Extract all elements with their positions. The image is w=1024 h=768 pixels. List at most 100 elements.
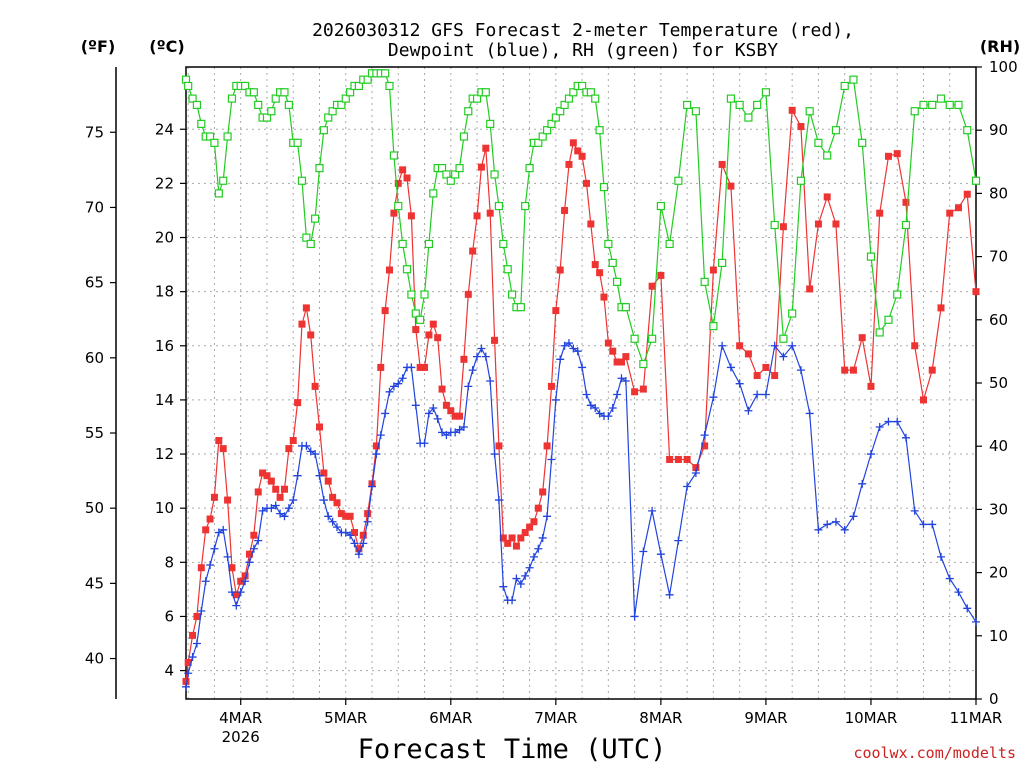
temperature-point — [259, 469, 267, 477]
rh-point — [744, 113, 753, 122]
dewpoint-point — [608, 404, 617, 413]
fahrenheit-tick-label: 75 — [85, 123, 104, 141]
rh-point — [656, 201, 665, 211]
dewpoint-point — [324, 512, 333, 521]
rh-point — [472, 94, 482, 103]
temperature-point — [526, 523, 534, 531]
rh-point — [306, 239, 315, 249]
dewpoint-point — [311, 450, 320, 459]
dewpoint-point — [289, 496, 298, 505]
fahrenheit-tick-label: 45 — [85, 574, 104, 592]
temperature-point — [206, 515, 214, 523]
dewpoint-point — [849, 512, 858, 521]
rh-point — [267, 107, 276, 116]
celsius-tick-label: 20 — [155, 229, 174, 247]
rh-point — [214, 189, 223, 198]
dewpoint-point — [481, 352, 490, 361]
rh-point — [788, 309, 797, 318]
dewpoint-point — [420, 439, 429, 448]
dewpoint-point — [223, 552, 232, 561]
temperature-point — [499, 534, 507, 542]
dewpoint-point — [372, 450, 381, 459]
celsius-tick-label: 16 — [155, 337, 174, 355]
rh-point — [210, 138, 219, 147]
time-tick-label: 4MAR — [219, 709, 262, 727]
dewpoint-point — [424, 409, 433, 418]
rh-point — [481, 88, 490, 97]
rh-point — [538, 132, 547, 141]
dewpoint-point — [284, 504, 293, 513]
temperature-point — [504, 539, 512, 547]
temperature-point — [552, 307, 560, 315]
temperature-point — [425, 331, 433, 339]
temperature-point — [241, 572, 249, 580]
temperature-point — [517, 534, 525, 542]
dewpoint-point — [578, 363, 587, 372]
temperature-point — [963, 190, 971, 198]
temperature-point — [867, 382, 875, 390]
dewpoint-point — [359, 539, 368, 548]
rh-tick-label: 50 — [989, 374, 1008, 392]
dewpoint-point — [516, 579, 525, 588]
rh-series — [181, 69, 981, 369]
dewpoint-point — [236, 588, 245, 597]
temperature-point — [197, 564, 205, 572]
dewpoint-point — [341, 528, 350, 537]
rh-point — [437, 164, 447, 173]
dewpoint-point — [363, 517, 372, 526]
time-tick-label: 9MAR — [744, 709, 787, 727]
temperature-point — [604, 339, 612, 347]
rh-tick-label: 20 — [989, 564, 1008, 582]
temperature-point — [346, 512, 354, 520]
rh-point — [494, 201, 504, 211]
dewpoint-point — [350, 539, 359, 548]
rh-point — [735, 100, 744, 110]
temperature-point — [473, 212, 481, 220]
dewpoint-point — [928, 520, 937, 529]
rh-tick-label: 40 — [989, 437, 1008, 455]
dewpoint-point — [700, 431, 709, 440]
rh-point — [446, 176, 455, 185]
temperature-point — [753, 372, 761, 380]
rh-point — [858, 138, 867, 147]
dewpoint-point — [963, 604, 972, 613]
rh-point — [849, 75, 858, 84]
temperature-point — [302, 304, 310, 312]
temperature-point — [210, 493, 218, 501]
temperature-point — [876, 209, 884, 217]
dewpoint-point — [858, 479, 867, 488]
dewpoint-point — [726, 363, 735, 372]
time-tick-label: 5MAR — [324, 709, 367, 727]
rh-point — [551, 113, 560, 122]
dewpoint-point — [691, 468, 700, 477]
temperature-point — [372, 442, 380, 450]
dewpoint-point — [451, 428, 460, 437]
temperature-point — [416, 363, 424, 371]
temperature-point — [272, 485, 280, 493]
temperature-point — [429, 320, 437, 328]
rh-point — [577, 81, 587, 91]
temperature-point — [683, 455, 691, 463]
dewpoint-point — [490, 450, 499, 459]
temperature-point — [631, 388, 639, 396]
temperature-point — [237, 577, 245, 585]
temperature-point — [674, 455, 682, 463]
rh-point — [591, 94, 600, 103]
rh-point — [761, 88, 771, 97]
dewpoint-point — [508, 596, 517, 605]
title: 2026030312 GFS Forecast 2-meter Temperat… — [312, 20, 854, 61]
rh-point — [184, 81, 193, 91]
time-tick-label: 7MAR — [534, 709, 577, 727]
dewpoint-point — [665, 590, 674, 599]
rh-point — [560, 100, 569, 110]
temperature-point — [245, 550, 253, 558]
rh-point — [328, 107, 337, 116]
temperature-point — [469, 247, 477, 255]
dewpoint-point — [210, 544, 219, 553]
time-tick-label: 6MAR — [429, 709, 472, 727]
dewpoint-point — [893, 417, 902, 426]
temperature-point — [587, 220, 595, 228]
rh-point — [284, 100, 293, 110]
dewpoint-point — [595, 409, 604, 418]
dewpoint-point — [394, 379, 403, 388]
